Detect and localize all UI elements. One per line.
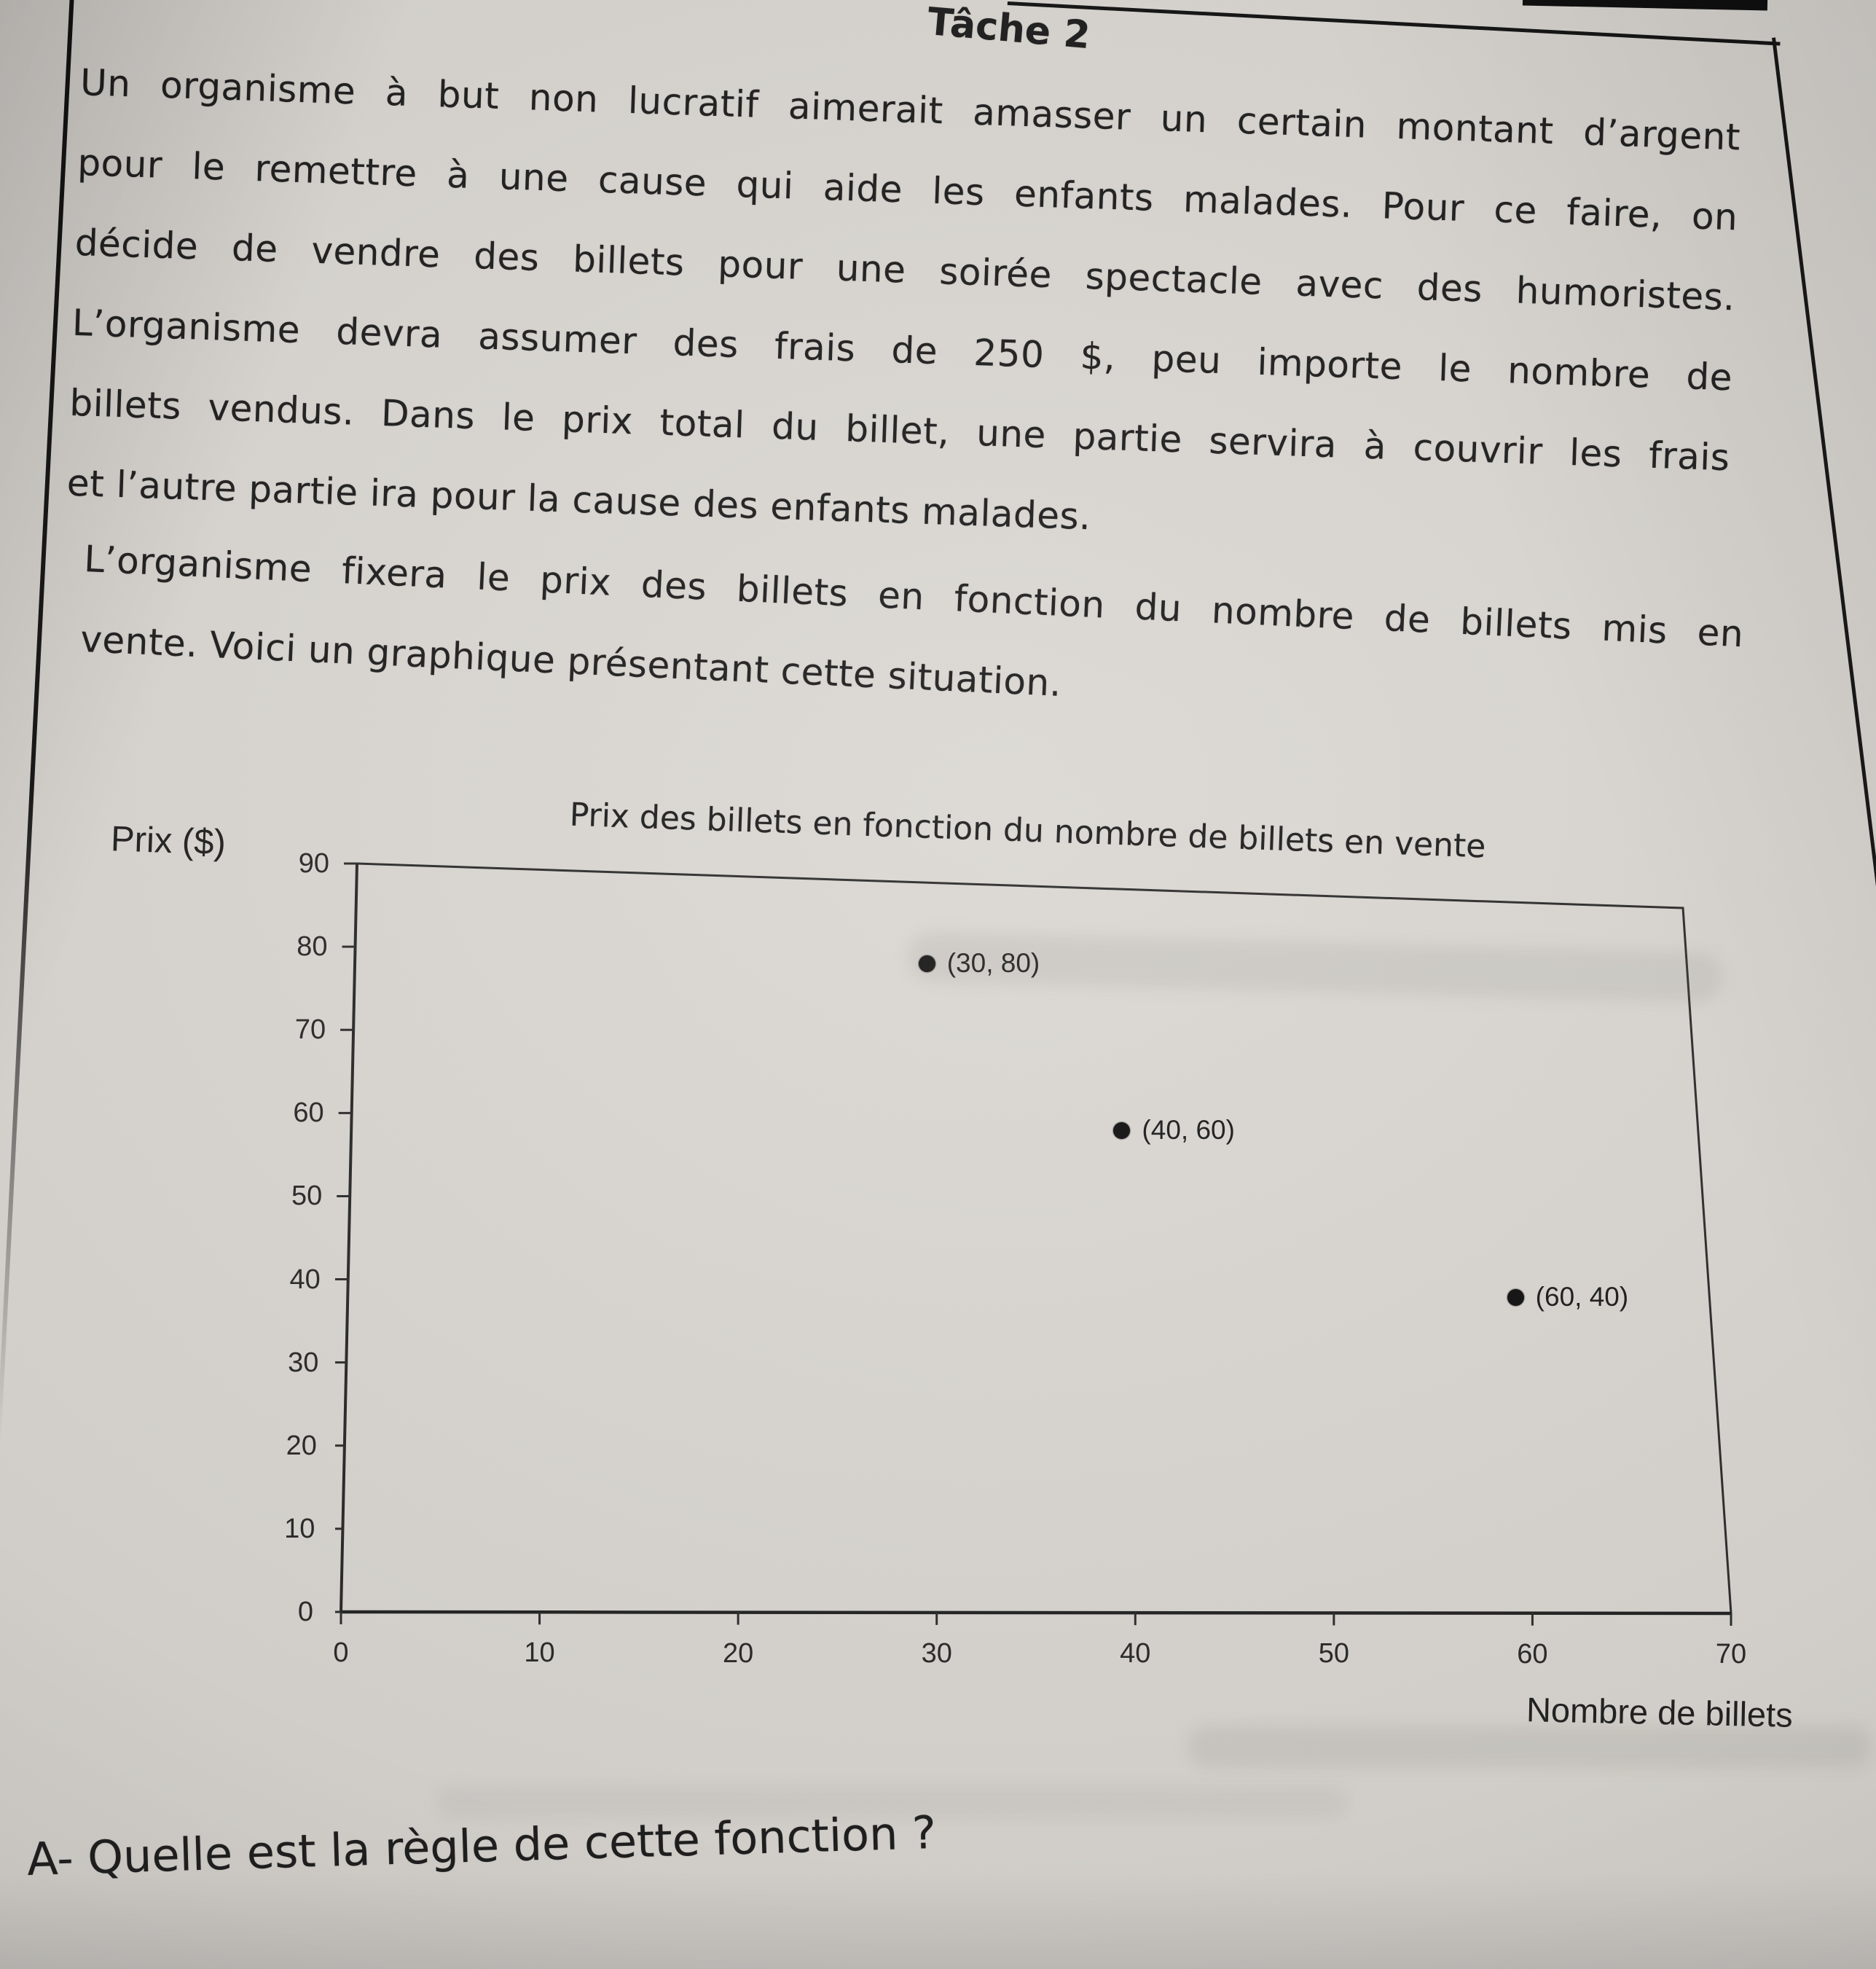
- x-tick-label: 30: [921, 1637, 952, 1669]
- x-tick-label: 20: [723, 1637, 754, 1669]
- y-tick-label: 80: [297, 931, 328, 963]
- x-tick-label: 60: [1517, 1638, 1548, 1669]
- page-edge-dark-bar: [1522, 0, 1768, 11]
- x-tick-label: 50: [1318, 1638, 1349, 1669]
- y-tick-label: 40: [289, 1264, 321, 1295]
- x-tick-label: 40: [1120, 1638, 1151, 1669]
- y-tick-label: 0: [297, 1597, 313, 1627]
- data-point-dot: [918, 955, 935, 973]
- plot-frame: [335, 862, 1732, 1626]
- y-tick-label: 70: [294, 1014, 326, 1046]
- x-tick-label: 10: [524, 1637, 555, 1669]
- y-axis-title: Prix ($): [110, 819, 227, 863]
- y-tick-label: 30: [288, 1347, 319, 1378]
- x-tick-label: 70: [1715, 1639, 1747, 1669]
- page-border-left-line: [0, 0, 74, 1441]
- y-tick-label: 90: [298, 848, 329, 879]
- chart-title: Prix des billets en fonction du nombre d…: [568, 796, 1487, 866]
- ink-showthrough-smudge: [437, 1785, 1348, 1819]
- problem-paragraph: Un organisme à but non lucratif aimerait…: [66, 42, 1742, 578]
- ink-showthrough-smudge: [1188, 1726, 1872, 1768]
- tick-mark: [340, 1610, 1732, 1616]
- chart-canvas: 0 10 20 30 40 50 60 70 0 10 20 30 40 50 60 70 80 90 (30, 8…: [284, 848, 1763, 1727]
- tick-mark: [340, 863, 358, 1613]
- y-tick-label: 20: [286, 1430, 317, 1461]
- y-tick-label: 10: [284, 1513, 315, 1544]
- data-point-label: (40, 60): [1142, 1114, 1235, 1145]
- y-tick-label: 50: [291, 1181, 323, 1212]
- data-point-label: (60, 40): [1535, 1281, 1629, 1312]
- data-point-label: (30, 80): [946, 948, 1040, 979]
- x-tick-label: 0: [333, 1637, 349, 1668]
- page-border-right-line: [1772, 37, 1876, 1001]
- y-tick-label: 60: [293, 1097, 324, 1129]
- data-point-dot: [1507, 1288, 1524, 1306]
- data-point-dot: [1113, 1121, 1131, 1139]
